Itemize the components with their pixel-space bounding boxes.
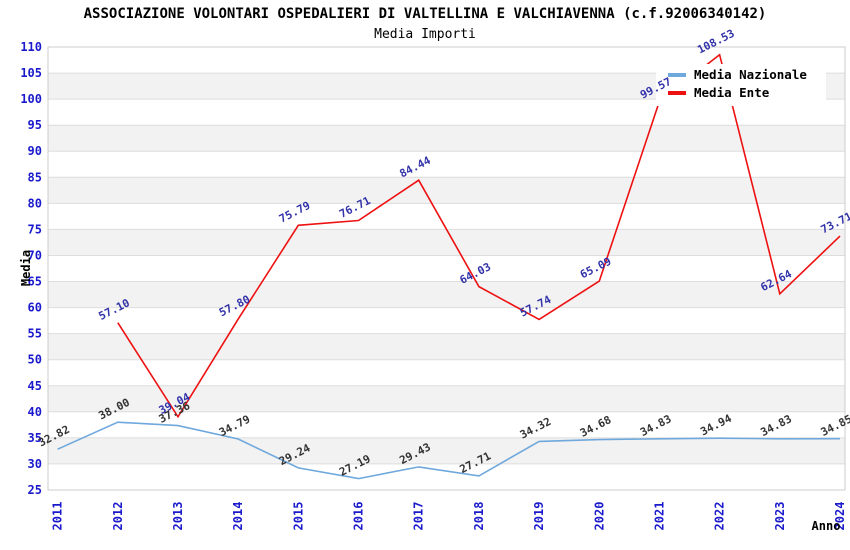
svg-text:40: 40: [28, 405, 42, 419]
x-axis-ticks: 2011 2012 2013 2014 2015 2016 2017 2018 2019 2020…: [51, 502, 847, 531]
svg-text:2013: 2013: [171, 502, 185, 531]
svg-text:2020: 2020: [592, 502, 606, 531]
y-axis-ticks: 25 30 35 40 45 50 55 60 65 70 75 80 85 90 95 100 105 110: [20, 40, 42, 497]
svg-text:50: 50: [28, 353, 42, 367]
y-axis-title: Media: [19, 250, 33, 286]
svg-text:2023: 2023: [773, 502, 787, 531]
svg-text:35: 35: [28, 431, 42, 445]
svg-text:75: 75: [28, 222, 42, 236]
svg-text:80: 80: [28, 196, 42, 210]
legend-label-nazionale: Media Nazionale: [694, 67, 807, 82]
legend-label-ente: Media Ente: [694, 85, 770, 100]
svg-text:55: 55: [28, 327, 42, 341]
svg-text:65: 65: [28, 275, 42, 289]
svg-text:2016: 2016: [352, 502, 366, 531]
svg-text:105: 105: [20, 66, 42, 80]
svg-text:100: 100: [20, 92, 42, 106]
chart-title: ASSOCIAZIONE VOLONTARI OSPEDALIERI DI VA…: [83, 6, 767, 22]
svg-text:90: 90: [28, 144, 42, 158]
svg-text:25: 25: [28, 483, 42, 497]
svg-text:60: 60: [28, 301, 42, 315]
x-axis-title: Anno: [812, 519, 841, 533]
svg-text:2012: 2012: [111, 502, 125, 531]
svg-text:85: 85: [28, 170, 42, 184]
svg-text:30: 30: [28, 457, 42, 471]
svg-text:2014: 2014: [231, 502, 245, 531]
svg-text:70: 70: [28, 249, 42, 263]
svg-text:110: 110: [20, 40, 42, 54]
legend: Media Nazionale Media Ente: [656, 64, 826, 106]
series-media-ente: [117, 53, 841, 419]
chart-subtitle: Media Importi: [374, 27, 476, 42]
svg-text:2021: 2021: [652, 502, 666, 531]
svg-text:2019: 2019: [532, 502, 546, 531]
svg-text:45: 45: [28, 379, 42, 393]
svg-text:2015: 2015: [291, 502, 305, 531]
svg-text:2011: 2011: [51, 502, 65, 531]
svg-text:2022: 2022: [713, 502, 727, 531]
svg-text:95: 95: [28, 118, 42, 132]
plot-border: [47, 46, 846, 491]
svg-text:2017: 2017: [412, 502, 426, 531]
svg-text:2024: 2024: [833, 502, 847, 531]
svg-text:2018: 2018: [472, 502, 486, 531]
series-media-nazionale: [57, 421, 841, 480]
